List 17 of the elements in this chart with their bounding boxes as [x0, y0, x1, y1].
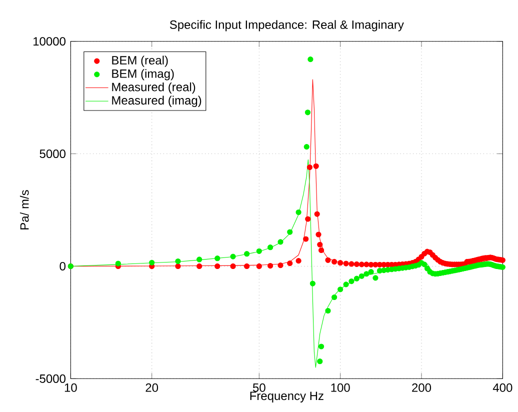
x-tick-label: 20	[146, 383, 158, 392]
x-tick-label: 50	[252, 383, 266, 392]
x-tick-label: 400	[492, 383, 512, 392]
legend-label: Measured (imag)	[112, 96, 202, 107]
y-axis-title: Pa/ m/s	[20, 190, 29, 230]
legend-label: Measured (real)	[112, 82, 196, 94]
x-tick-label: 100	[331, 383, 350, 392]
legend-label: BEM (real)	[112, 56, 168, 67]
legend-label: BEM (imag)	[112, 69, 174, 80]
x-tick-label: 10	[64, 383, 77, 392]
x-axis-title: Frequency Hz	[250, 392, 324, 402]
y-tick-label: 5000	[40, 150, 66, 158]
chart-title: Specific Input Impedance: Real & Imaginary	[170, 20, 404, 32]
y-tick-label: 0	[60, 262, 66, 270]
y-tick-label: -5000	[36, 374, 66, 383]
x-tick-label: 200	[412, 383, 432, 392]
y-tick-label: 10000	[34, 37, 66, 46]
